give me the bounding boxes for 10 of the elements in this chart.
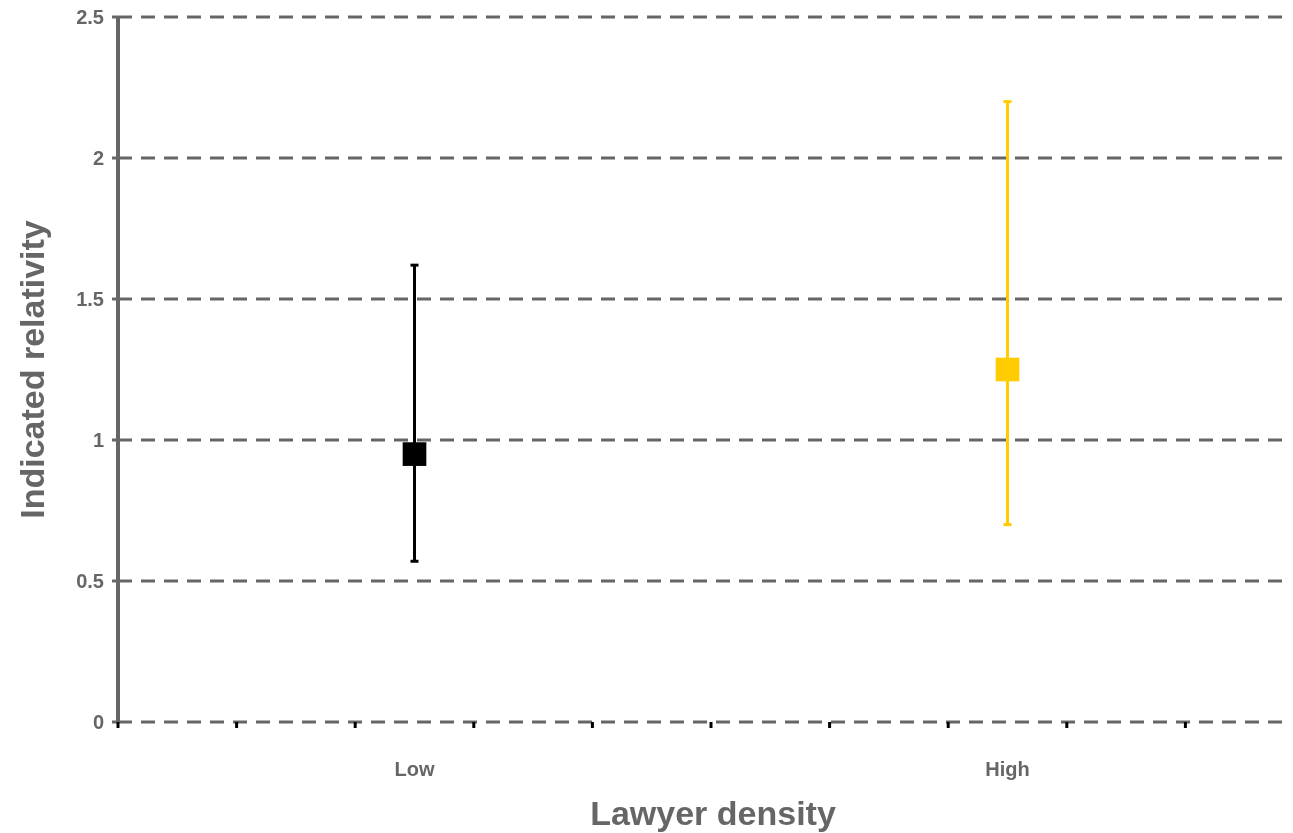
x-axis-title: Lawyer density [590,794,836,832]
y-tick-label: 2.5 [76,6,104,28]
y-tick-label: 0 [92,711,104,733]
y-tick-label: 1 [92,429,104,451]
y-tick-label: 2 [92,147,104,169]
x-tick-label: High [985,758,1030,780]
y-tick-label: 1.5 [76,288,104,310]
x-tick-label: Low [394,758,435,780]
y-axis-title: Indicated relativity [13,220,51,519]
y-tick-label: 0.5 [76,570,104,592]
